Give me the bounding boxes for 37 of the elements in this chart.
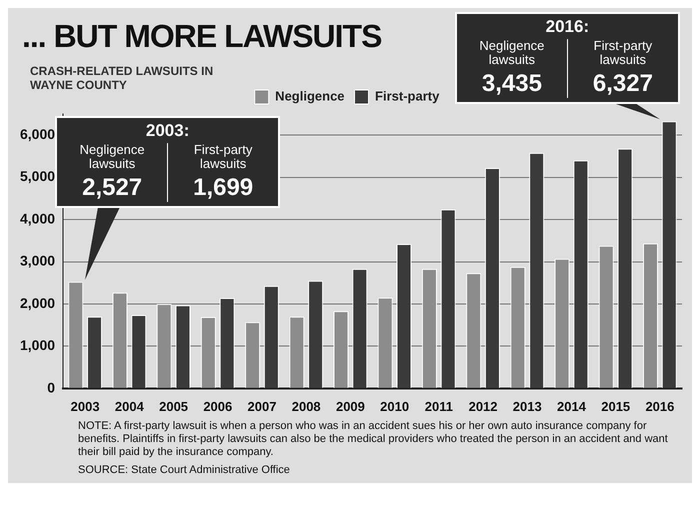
annotation: 2,527 xyxy=(81,174,144,202)
x-tick-label: 2014 xyxy=(557,398,587,414)
text: 3,435 xyxy=(480,70,543,98)
x-tick-label: 2010 xyxy=(380,398,410,414)
y-tick-label: 4,000 xyxy=(20,210,56,226)
x-tick-label: 2004 xyxy=(114,398,145,414)
x-tick-label: 2015 xyxy=(601,398,630,414)
x-tick-label: 2003 xyxy=(70,398,100,414)
x-tick-label: 2012 xyxy=(468,398,498,414)
legend-label: Negligence xyxy=(275,88,345,104)
chart-title: ... BUT MORE LAWSUITS xyxy=(22,18,382,55)
x-tick-label: 2013 xyxy=(512,398,542,414)
x-tick-label: 2016 xyxy=(645,398,674,414)
text: First-party lawsuits xyxy=(592,38,654,67)
annotation: 1,699 xyxy=(192,174,254,202)
legend-label: First-party xyxy=(375,88,440,104)
text: 6,327 xyxy=(592,70,654,98)
x-tick-label: 2011 xyxy=(424,398,453,414)
y-tick-label: 2,000 xyxy=(20,294,56,311)
x-tick-label: 2006 xyxy=(203,398,232,414)
x-tick-label: 2009 xyxy=(336,398,365,414)
y-tick-label: 5,000 xyxy=(20,168,56,184)
annotation: First-party lawsuits xyxy=(192,142,254,171)
y-tick-label: 0 xyxy=(47,379,56,396)
text: Negligence lawsuits xyxy=(478,38,546,67)
y-tick-label: 6,000 xyxy=(20,126,56,142)
y-tick-label: 3,000 xyxy=(20,252,56,269)
annotation: 2003: xyxy=(144,121,190,141)
text: 2016: xyxy=(544,17,590,37)
text: NOTE: A first-party lawsuit is when a person who was in an accident sues his or her own auto insurance company for benefits. Plaintiffs in first-party lawsuits can also be the medical providers who treated the person in an accident and want their bill paid by the insurance company. xyxy=(78,420,669,459)
x-tick-label: 2005 xyxy=(159,398,188,414)
chart-subtitle: CRASH-RELATED LAWSUITS IN WAYNE COUNTY xyxy=(30,64,214,92)
x-tick-label: 2008 xyxy=(292,398,321,414)
annotation: Negligence lawsuits xyxy=(78,142,146,171)
y-tick-label: 1,000 xyxy=(20,337,56,354)
x-tick-label: 2007 xyxy=(248,398,276,414)
source-note: SOURCE: State Court Administrative Office xyxy=(78,464,291,477)
